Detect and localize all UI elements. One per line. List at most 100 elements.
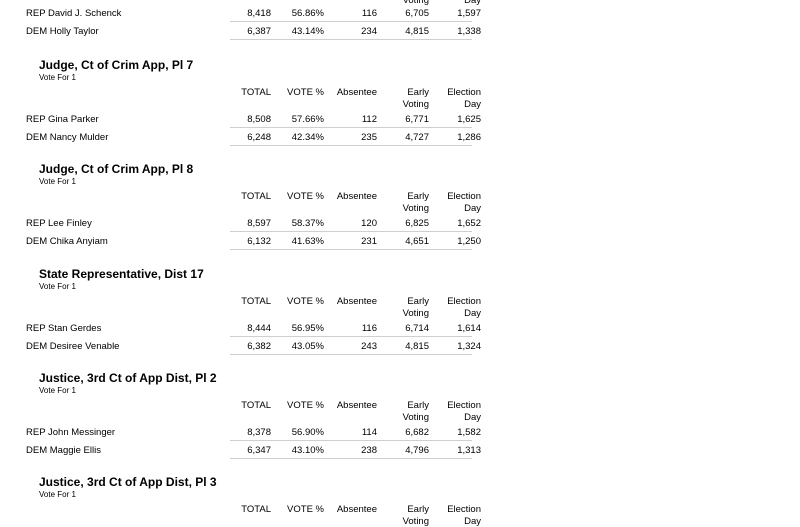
total-votes: 6,382	[247, 341, 271, 352]
absentee-votes: 116	[361, 8, 377, 19]
header-election-day-line2: Day	[464, 516, 481, 527]
total-votes: 8,418	[247, 8, 271, 19]
absentee-votes: 243	[361, 341, 377, 352]
header-total: TOTAL	[241, 400, 271, 411]
vote-for-label: Vote For 1	[39, 177, 76, 186]
total-votes: 8,378	[247, 427, 271, 438]
header-early-voting-tail: Voting	[402, 0, 429, 6]
early-voting-votes: 6,825	[405, 218, 429, 229]
header-election-day-line1: Election	[447, 191, 481, 202]
total-votes: 6,248	[247, 132, 271, 143]
vote-percent: 58.37%	[291, 218, 324, 229]
header-vote-percent: VOTE %	[287, 87, 324, 98]
vote-percent: 43.05%	[291, 341, 324, 352]
race-title: Justice, 3rd Ct of App Dist, Pl 2	[39, 371, 217, 385]
early-voting-votes: 4,727	[405, 132, 429, 143]
header-early-voting-line1: Early	[407, 87, 429, 98]
race-title: Judge, Ct of Crim App, Pl 8	[39, 162, 194, 176]
candidate-name: DEM Nancy Mulder	[26, 132, 109, 143]
header-election-day-line1: Election	[447, 504, 481, 515]
header-absentee: Absentee	[336, 400, 377, 411]
row-underline	[230, 145, 472, 146]
absentee-votes: 112	[361, 114, 377, 125]
row-underline	[230, 21, 472, 22]
header-early-voting-line2: Voting	[402, 203, 429, 214]
header-election-day-line2: Day	[464, 203, 481, 214]
early-voting-votes: 4,796	[405, 445, 429, 456]
header-election-day-line2: Day	[464, 308, 481, 319]
election-day-votes: 1,597	[457, 8, 481, 19]
candidate-name: REP Gina Parker	[26, 114, 99, 125]
row-underline	[230, 440, 472, 441]
vote-for-label: Vote For 1	[39, 386, 76, 395]
total-votes: 6,387	[247, 26, 271, 37]
election-day-votes: 1,324	[457, 341, 481, 352]
header-election-day-line1: Election	[447, 87, 481, 98]
election-day-votes: 1,313	[457, 445, 481, 456]
header-election-day-line2: Day	[464, 412, 481, 423]
absentee-votes: 235	[361, 132, 377, 143]
header-absentee: Absentee	[336, 87, 377, 98]
row-underline	[230, 249, 472, 250]
early-voting-votes: 6,705	[405, 8, 429, 19]
candidate-name: REP David J. Schenck	[26, 8, 122, 19]
early-voting-votes: 6,714	[405, 323, 429, 334]
row-underline	[230, 127, 472, 128]
vote-percent: 41.63%	[291, 236, 324, 247]
election-day-votes: 1,338	[457, 26, 481, 37]
race-title: State Representative, Dist 17	[39, 267, 204, 281]
absentee-votes: 114	[361, 427, 377, 438]
vote-percent: 42.34%	[291, 132, 324, 143]
early-voting-votes: 4,815	[405, 341, 429, 352]
total-votes: 8,597	[247, 218, 271, 229]
candidate-name: DEM Holly Taylor	[26, 26, 99, 37]
vote-percent: 43.10%	[291, 445, 324, 456]
absentee-votes: 120	[361, 218, 377, 229]
header-absentee: Absentee	[336, 191, 377, 202]
absentee-votes: 234	[361, 26, 377, 37]
header-early-voting-line1: Early	[407, 400, 429, 411]
election-day-votes: 1,250	[457, 236, 481, 247]
vote-percent: 57.66%	[291, 114, 324, 125]
total-votes: 8,508	[247, 114, 271, 125]
absentee-votes: 231	[361, 236, 377, 247]
vote-percent: 56.90%	[291, 427, 324, 438]
header-absentee: Absentee	[336, 296, 377, 307]
header-vote-percent: VOTE %	[287, 504, 324, 515]
vote-for-label: Vote For 1	[39, 282, 76, 291]
candidate-name: DEM Chika Anyiam	[26, 236, 108, 247]
header-election-day-line1: Election	[447, 400, 481, 411]
header-early-voting-line1: Early	[407, 504, 429, 515]
vote-for-label: Vote For 1	[39, 73, 76, 82]
header-early-voting-line1: Early	[407, 296, 429, 307]
header-total: TOTAL	[241, 296, 271, 307]
absentee-votes: 238	[361, 445, 377, 456]
total-votes: 8,444	[247, 323, 271, 334]
row-underline	[230, 336, 472, 337]
vote-percent: 43.14%	[291, 26, 324, 37]
header-total: TOTAL	[241, 87, 271, 98]
header-early-voting-line2: Voting	[402, 308, 429, 319]
candidate-name: DEM Desiree Venable	[26, 341, 120, 352]
absentee-votes: 116	[361, 323, 377, 334]
candidate-name: REP Lee Finley	[26, 218, 92, 229]
header-election-day-tail: Day	[464, 0, 481, 6]
candidate-name: REP Stan Gerdes	[26, 323, 102, 334]
header-early-voting-line1: Early	[407, 191, 429, 202]
vote-for-label: Vote For 1	[39, 490, 76, 499]
row-underline	[230, 39, 472, 40]
header-early-voting-line2: Voting	[402, 99, 429, 110]
row-underline	[230, 458, 472, 459]
candidate-name: DEM Maggie Ellis	[26, 445, 101, 456]
header-vote-percent: VOTE %	[287, 296, 324, 307]
election-day-votes: 1,625	[457, 114, 481, 125]
header-vote-percent: VOTE %	[287, 191, 324, 202]
header-election-day-line1: Election	[447, 296, 481, 307]
vote-percent: 56.95%	[291, 323, 324, 334]
header-total: TOTAL	[241, 191, 271, 202]
header-absentee: Absentee	[336, 504, 377, 515]
election-day-votes: 1,286	[457, 132, 481, 143]
early-voting-votes: 6,771	[405, 114, 429, 125]
header-total: TOTAL	[241, 504, 271, 515]
header-election-day-line2: Day	[464, 99, 481, 110]
